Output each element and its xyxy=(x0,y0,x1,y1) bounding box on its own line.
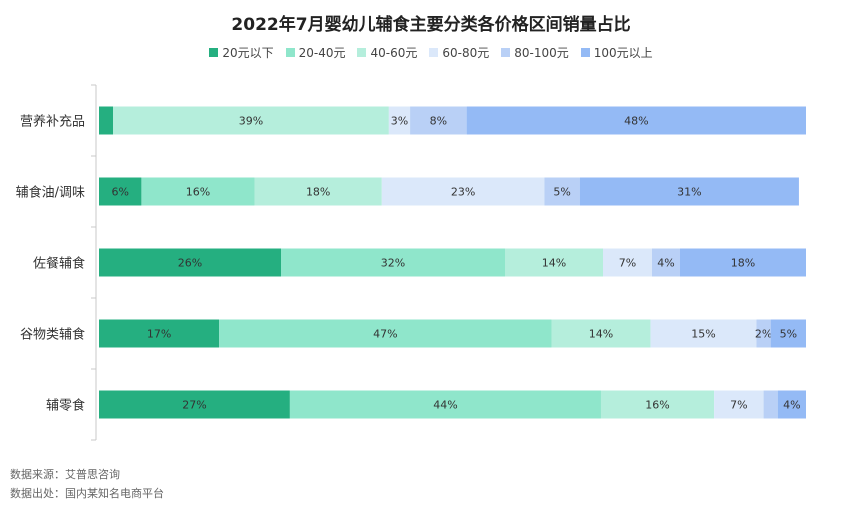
data-label: 5% xyxy=(553,186,570,199)
bar-segment xyxy=(603,248,652,277)
bar-segment xyxy=(410,106,467,135)
bar-segment xyxy=(219,319,552,348)
data-label: 18% xyxy=(731,257,755,270)
legend-label: 60-80元 xyxy=(442,46,490,60)
bar-segment xyxy=(756,319,771,348)
bar-segment xyxy=(99,106,114,135)
bar-segment xyxy=(505,248,603,277)
bar-segment xyxy=(388,106,411,135)
data-label: 23% xyxy=(451,186,475,199)
bar-segment xyxy=(650,319,757,348)
legend-swatch xyxy=(209,48,219,57)
legend-label: 20元以下 xyxy=(222,46,274,60)
legend-label: 80-100元 xyxy=(514,46,569,60)
legend-item: 20-40元 xyxy=(285,44,346,61)
bar-segment xyxy=(99,390,290,419)
data-label: 7% xyxy=(730,399,747,412)
bar-segment xyxy=(600,390,715,419)
data-label: 4% xyxy=(783,399,800,412)
data-label: 17% xyxy=(147,328,171,341)
data-label: 44% xyxy=(433,399,457,412)
legend-label: 40-60元 xyxy=(370,46,418,60)
bar-segment xyxy=(714,390,764,419)
bar-segment xyxy=(466,106,806,135)
bar-segment xyxy=(99,248,281,277)
bar-segment xyxy=(289,390,601,419)
legend-item: 80-100元 xyxy=(501,44,569,61)
legend-swatch xyxy=(357,48,367,57)
bar-segment xyxy=(141,177,255,206)
data-label: 32% xyxy=(381,257,405,270)
bar-segment xyxy=(680,248,806,277)
legend-item: 60-80元 xyxy=(429,44,489,61)
data-label: 4% xyxy=(657,257,674,270)
legend-item: 100元以上 xyxy=(580,44,653,61)
legend-label: 100元以上 xyxy=(593,46,653,60)
data-label: 31% xyxy=(677,186,701,199)
origin-note: 数据出处：国内某知名电商平台 xyxy=(10,487,164,500)
legend-swatch xyxy=(285,48,295,57)
bar-segment xyxy=(551,319,651,348)
category-label: 辅零食 xyxy=(46,398,85,414)
bar-segment xyxy=(579,177,799,206)
bar-segment xyxy=(777,390,806,419)
data-label: 48% xyxy=(624,115,648,128)
data-label: 2% xyxy=(755,328,772,341)
legend: 20元以下 20-40元 40-60元 60-80元 80-100元 100元以上 xyxy=(0,44,862,61)
source-note: 数据来源：艾普思咨询 xyxy=(10,468,120,481)
bar-segment xyxy=(113,106,389,135)
bar-segment xyxy=(99,177,142,206)
data-label: 15% xyxy=(691,328,715,341)
bar-segment xyxy=(281,248,505,277)
legend-item: 40-60元 xyxy=(357,44,417,61)
bar-segment xyxy=(763,390,778,419)
data-label: 27% xyxy=(182,399,206,412)
data-label: 7% xyxy=(619,257,636,270)
data-label: 14% xyxy=(542,257,566,270)
category-label: 谷物类辅食 xyxy=(20,327,85,343)
data-label: 16% xyxy=(186,186,210,199)
category-label: 辅食油/调味 xyxy=(16,185,85,201)
bar-segment xyxy=(254,177,382,206)
data-label: 39% xyxy=(239,115,263,128)
data-label: 14% xyxy=(589,328,613,341)
chart-title: 2022年7月婴幼儿辅食主要分类各价格区间销量占比 xyxy=(231,15,631,35)
data-label: 3% xyxy=(391,115,408,128)
bar-segment xyxy=(544,177,580,206)
category-label: 佐餐辅食 xyxy=(33,256,85,272)
bar-segment xyxy=(381,177,545,206)
data-label: 18% xyxy=(306,186,330,199)
bar-segment xyxy=(99,319,220,348)
legend-swatch xyxy=(501,48,511,57)
category-label: 营养补充品 xyxy=(20,114,85,130)
data-label: 47% xyxy=(373,328,397,341)
legend-label: 20-40元 xyxy=(298,46,346,60)
data-label: 8% xyxy=(430,115,447,128)
bar-segment xyxy=(770,319,806,348)
legend-item: 20元以下 xyxy=(209,44,274,61)
data-label: 5% xyxy=(780,328,797,341)
legend-swatch xyxy=(429,48,439,57)
data-label: 6% xyxy=(111,186,128,199)
data-label: 16% xyxy=(645,399,669,412)
legend-swatch xyxy=(580,48,590,57)
bar-segment xyxy=(652,248,680,277)
data-label: 26% xyxy=(178,257,202,270)
